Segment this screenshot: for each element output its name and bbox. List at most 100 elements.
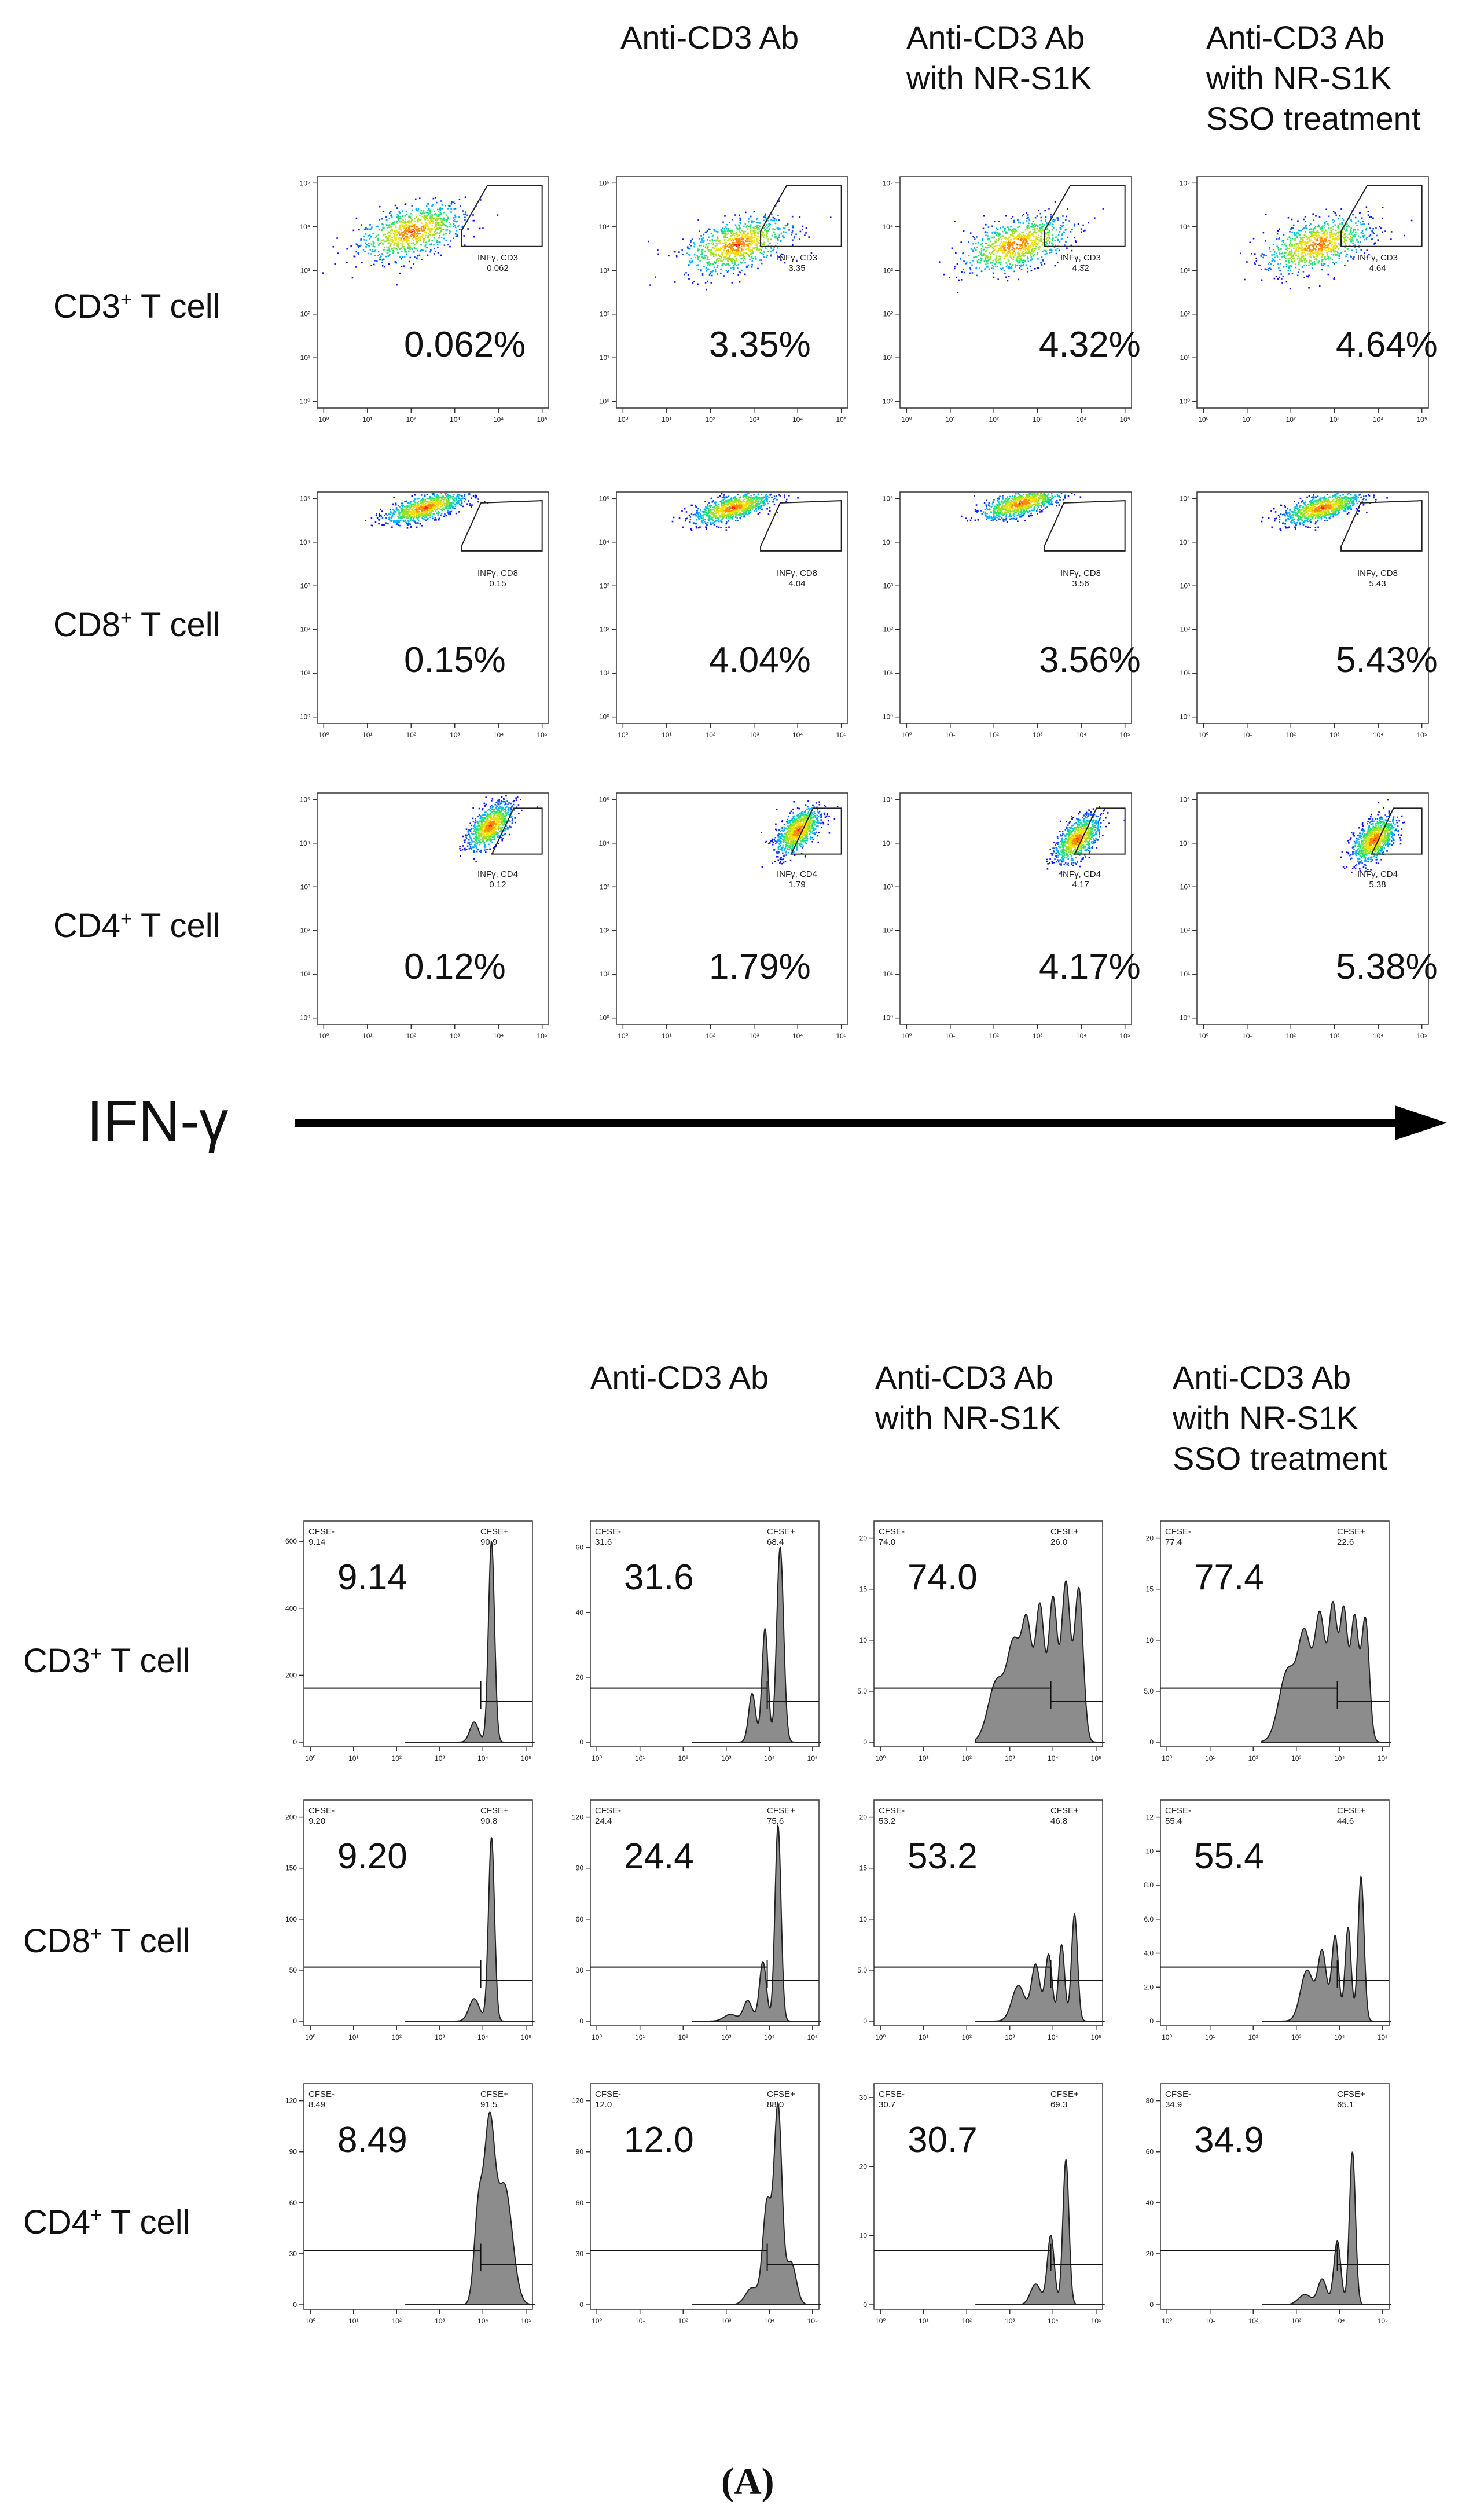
event-dot (402, 506, 403, 508)
event-dot (726, 237, 728, 238)
event-dot (1298, 240, 1301, 243)
event-dot (718, 247, 719, 249)
event-dot (1354, 234, 1357, 236)
event-dot (434, 248, 435, 249)
event-dot (699, 238, 701, 240)
event-dot (718, 520, 720, 523)
event-dot (1296, 232, 1298, 234)
event-dot (409, 245, 411, 248)
event-dot (734, 252, 737, 254)
event-dot (1037, 244, 1038, 246)
event-dot (754, 232, 756, 234)
event-dot (447, 502, 450, 505)
event-dot (390, 211, 392, 212)
event-dot (737, 252, 740, 255)
event-dot (1074, 240, 1077, 242)
event-dot (1008, 245, 1010, 247)
event-dot (405, 505, 407, 508)
event-dot (701, 521, 703, 523)
event-dot (1325, 258, 1327, 260)
event-dot (410, 221, 412, 223)
event-dot (751, 237, 753, 239)
event-dot (979, 251, 981, 253)
event-dot (449, 510, 451, 513)
event-dot (699, 260, 701, 262)
event-dot (1276, 256, 1279, 258)
event-dot (431, 508, 434, 510)
event-dot (1273, 264, 1274, 266)
event-dot (1029, 231, 1031, 233)
x-tick-label: 10⁵ (1120, 416, 1130, 424)
event-dot (1338, 237, 1340, 239)
event-dot (721, 252, 723, 254)
event-dot (443, 224, 446, 226)
event-dot (1294, 252, 1296, 255)
event-dot (674, 281, 676, 283)
event-dot (1007, 280, 1009, 282)
event-dot (1371, 238, 1373, 240)
event-dot (1045, 232, 1047, 234)
event-dot (1033, 248, 1035, 250)
event-dot (727, 499, 729, 502)
event-dot (449, 501, 450, 504)
event-dot (1022, 255, 1024, 257)
event-dot (418, 254, 421, 256)
event-dot (1009, 236, 1011, 238)
event-dot (776, 219, 777, 221)
event-dot (1268, 267, 1269, 270)
y-tick-label: 10² (600, 310, 609, 318)
event-dot (725, 264, 727, 266)
event-dot (783, 227, 784, 229)
event-dot (424, 250, 427, 252)
event-dot (1262, 232, 1265, 234)
event-dot (1064, 244, 1066, 246)
event-dot (1300, 229, 1302, 232)
event-dot (774, 237, 777, 239)
event-dot (1367, 223, 1369, 225)
event-dot (390, 517, 392, 519)
event-dot (1022, 237, 1024, 239)
event-dot (435, 214, 437, 216)
event-dot (471, 506, 472, 508)
event-dot (1306, 225, 1308, 226)
event-dot (418, 507, 420, 509)
event-dot (717, 240, 719, 243)
event-dot (700, 238, 703, 240)
event-dot (783, 231, 785, 233)
event-dot (1339, 223, 1341, 225)
event-dot (982, 238, 984, 240)
event-dot (1018, 236, 1020, 238)
event-dot (1297, 250, 1299, 252)
event-dot (413, 230, 415, 232)
event-dot (480, 199, 482, 201)
event-dot (784, 497, 785, 499)
event-dot (717, 243, 718, 245)
event-dot (729, 256, 730, 258)
event-dot (743, 494, 744, 497)
event-dot (401, 512, 403, 514)
event-dot (417, 503, 419, 505)
event-dot (419, 233, 421, 234)
x-tick-label: 10³ (1329, 416, 1339, 424)
event-dot (454, 207, 457, 210)
event-dot (1344, 233, 1346, 236)
event-dot (992, 259, 994, 262)
event-dot (1338, 252, 1340, 255)
event-dot (707, 239, 708, 241)
event-dot (734, 244, 737, 246)
event-dot (1041, 264, 1043, 266)
event-dot (1044, 236, 1046, 237)
event-dot (413, 225, 415, 227)
event-dot (724, 243, 726, 245)
event-dot (721, 247, 722, 249)
event-dot (1365, 238, 1368, 240)
event-dot (1318, 226, 1320, 228)
event-dot (805, 232, 807, 234)
event-dot (740, 243, 743, 245)
event-dot (421, 506, 423, 508)
event-dot (1301, 241, 1303, 243)
event-dot (1310, 223, 1312, 225)
event-dot (432, 513, 434, 515)
event-dot (411, 495, 413, 497)
event-dot (779, 228, 781, 230)
